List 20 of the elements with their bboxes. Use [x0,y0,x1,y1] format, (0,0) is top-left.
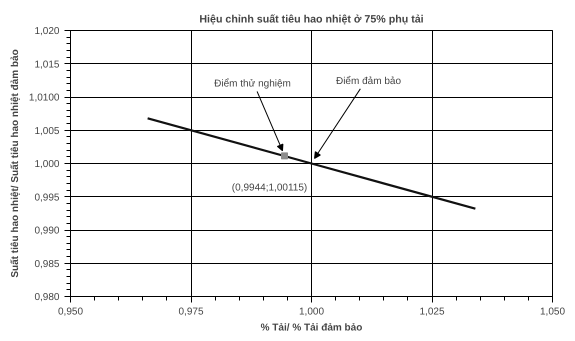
y-tick-label: 1,0100 [28,92,60,104]
y-tick-label: 1,000 [34,159,60,170]
x-tick-label: 1,050 [540,306,566,318]
x-axis-title: % Tải/ % Tải đảm bảo [260,322,362,334]
x-tick-label: 0,950 [58,306,84,318]
y-tick-label: 1,020 [34,26,60,37]
chart-title: Hiệu chỉnh suất tiêu hao nhiệt ở 75% phụ tải [199,14,424,26]
y-tick-label: 0,985 [34,258,60,270]
annotation: (0,9944;1,00115) [232,182,308,194]
y-tick-label: 1,005 [34,126,60,137]
annotation: Điểm thử nghiệm [214,77,291,90]
y-tick-label: 0,995 [34,192,60,204]
x-tick-label: 1,025 [419,306,445,318]
x-tick-label: 1,000 [298,306,324,318]
annotation: Điểm đảm bảo [336,75,402,87]
y-tick-label: 0,990 [34,226,60,236]
y-tick-label: 0,980 [34,292,60,303]
x-tick-label: 0,975 [178,306,204,318]
y-tick-label: 1,015 [34,59,60,70]
y-axis-title: Suất tiêu hao nhiệt/ Suất tiêu hao nhiệt đảm bảo [10,49,21,278]
